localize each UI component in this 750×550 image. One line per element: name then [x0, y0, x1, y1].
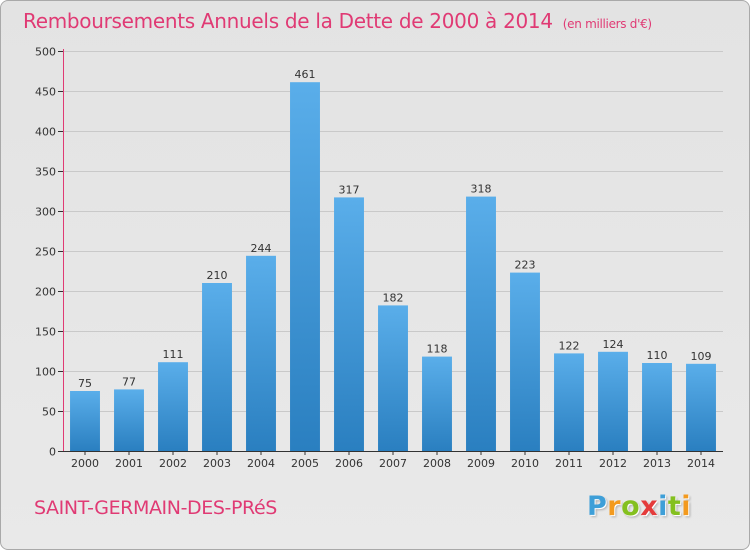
- x-tick-label: 2006: [335, 457, 363, 470]
- value-label: 77: [122, 375, 136, 388]
- value-label: 110: [647, 349, 668, 362]
- bar-2008: [422, 356, 452, 451]
- value-label: 111: [163, 348, 184, 361]
- x-tick-label: 2010: [511, 457, 539, 470]
- value-label: 210: [207, 269, 228, 282]
- y-tick-label: 200: [35, 286, 56, 299]
- y-tick-label: 100: [35, 366, 56, 379]
- value-label: 124: [603, 338, 624, 351]
- bar-2007: [378, 305, 408, 451]
- bar-2013: [642, 363, 672, 451]
- y-tick-label: 450: [35, 86, 56, 99]
- logo-letter: t: [667, 491, 682, 522]
- bar-2010: [510, 272, 540, 451]
- x-tick-label: 2004: [247, 457, 275, 470]
- x-tick-label: 2014: [687, 457, 715, 470]
- y-tick-label: 500: [35, 46, 56, 59]
- bar-2012: [598, 351, 628, 451]
- logo-letter: r: [607, 491, 622, 522]
- bar-2006: [334, 197, 364, 451]
- logo-letter: i: [681, 491, 692, 522]
- chart-title-text: Remboursements Annuels de la Dette de 20…: [23, 9, 553, 33]
- x-tick-label: 2007: [379, 457, 407, 470]
- bar-2014: [686, 363, 716, 451]
- bar-2002: [158, 362, 188, 451]
- value-label: 317: [339, 183, 360, 196]
- commune-name: SAINT-GERMAIN-DES-PRéS: [34, 497, 277, 519]
- x-tick-label: 2003: [203, 457, 231, 470]
- value-label: 182: [383, 291, 404, 304]
- bar-2005: [290, 82, 320, 451]
- x-tick-label: 2011: [555, 457, 583, 470]
- x-tick-label: 2013: [643, 457, 671, 470]
- x-tick-label: 2008: [423, 457, 451, 470]
- value-label: 122: [559, 339, 580, 352]
- value-label: 118: [427, 343, 448, 356]
- bar-2001: [114, 389, 144, 451]
- y-tick-label: 350: [35, 166, 56, 179]
- x-tick-label: 2000: [71, 457, 99, 470]
- value-label: 461: [295, 68, 316, 81]
- logo-letter: P: [587, 491, 608, 522]
- y-tick-label: 250: [35, 246, 56, 259]
- value-label: 109: [691, 350, 712, 363]
- x-tick-label: 2002: [159, 457, 187, 470]
- y-tick-label: 0: [49, 446, 56, 459]
- chart-subtitle: (en milliers d'€): [562, 17, 652, 31]
- bar-2009: [466, 196, 496, 451]
- y-tick-label: 300: [35, 206, 56, 219]
- y-tick-label: 150: [35, 326, 56, 339]
- x-tick-label: 2009: [467, 457, 495, 470]
- value-label: 75: [78, 377, 92, 390]
- x-tick-label: 2012: [599, 457, 627, 470]
- logo-letter: i: [658, 491, 668, 522]
- x-tick-label: 2001: [115, 457, 143, 470]
- logo-letter: o: [621, 491, 641, 522]
- logo-letter: x: [640, 491, 659, 522]
- x-tick-label: 2005: [291, 457, 319, 470]
- y-tick-label: 50: [42, 406, 56, 419]
- chart-title: Remboursements Annuels de la Dette de 20…: [23, 9, 652, 33]
- y-tick-label: 400: [35, 126, 56, 139]
- bar-2004: [246, 255, 276, 451]
- proxiti-logo: Proxiti: [587, 491, 691, 522]
- value-label: 318: [471, 183, 492, 196]
- value-label: 244: [251, 242, 272, 255]
- bar-2003: [202, 283, 232, 451]
- bar-2000: [70, 391, 100, 451]
- bar-2011: [554, 353, 584, 451]
- value-label: 223: [515, 259, 536, 272]
